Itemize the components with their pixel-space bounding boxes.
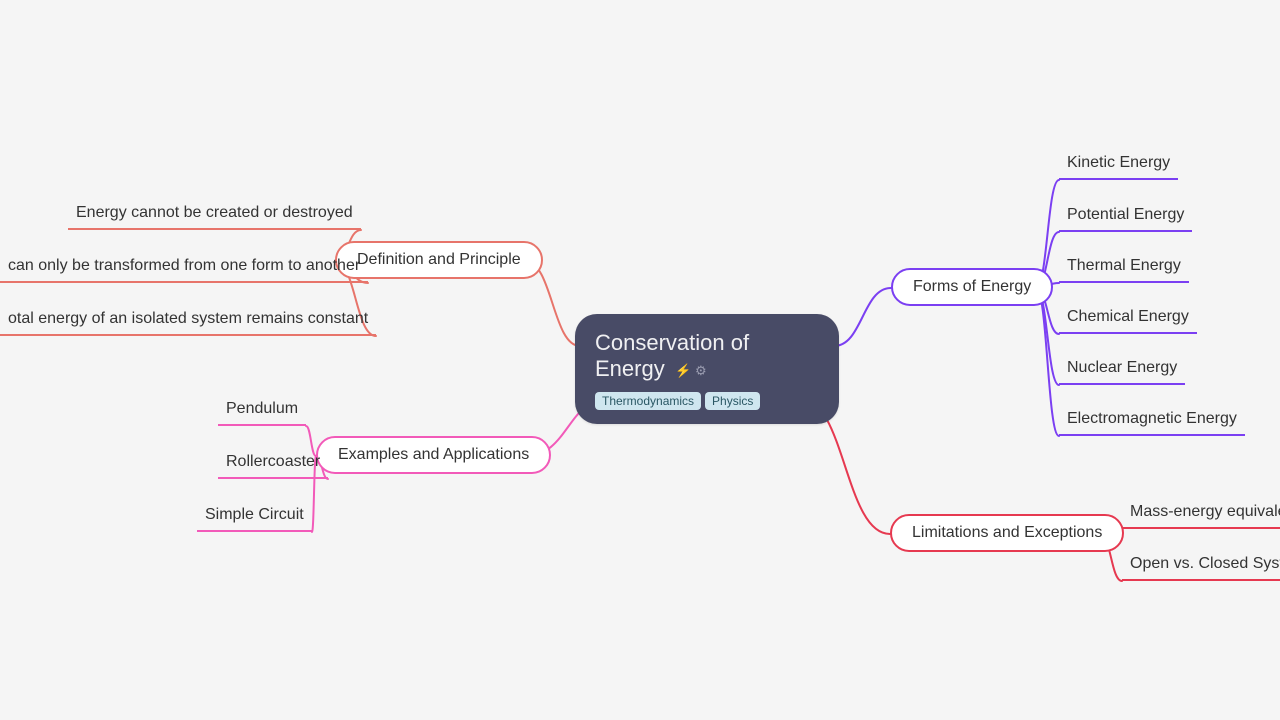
branch-forms[interactable]: Forms of Energy [891, 268, 1053, 306]
leaf-node[interactable]: Rollercoaster [218, 449, 328, 479]
leaf-node[interactable]: Mass-energy equivalence ( [1122, 499, 1280, 529]
leaf-node[interactable]: Chemical Energy [1059, 304, 1197, 334]
leaf-node[interactable]: can only be transformed from one form to… [0, 253, 368, 283]
leaf-node[interactable]: Pendulum [218, 396, 306, 426]
branch-limits[interactable]: Limitations and Exceptions [890, 514, 1124, 552]
root-tag: Physics [705, 392, 760, 410]
root-node[interactable]: Conservation of Energy ⚡ ⚙ Thermodynamic… [575, 314, 839, 424]
leaf-node[interactable]: Electromagnetic Energy [1059, 406, 1245, 436]
leaf-node[interactable]: Potential Energy [1059, 202, 1192, 232]
leaf-node[interactable]: otal energy of an isolated system remain… [0, 306, 376, 336]
leaf-node[interactable]: Energy cannot be created or destroyed [68, 200, 361, 230]
leaf-node[interactable]: Simple Circuit [197, 502, 312, 532]
leaf-node[interactable]: Kinetic Energy [1059, 150, 1178, 180]
root-tags: ThermodynamicsPhysics [595, 392, 819, 410]
leaf-node[interactable]: Open vs. Closed Systems [1122, 551, 1280, 581]
leaf-node[interactable]: Nuclear Energy [1059, 355, 1185, 385]
root-icons: ⚡ ⚙ [675, 363, 706, 378]
root-tag: Thermodynamics [595, 392, 701, 410]
root-title: Conservation of Energy [595, 330, 749, 381]
leaf-node[interactable]: Thermal Energy [1059, 253, 1189, 283]
branch-examples[interactable]: Examples and Applications [316, 436, 551, 474]
